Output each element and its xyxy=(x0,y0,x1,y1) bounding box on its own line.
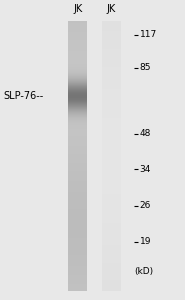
Text: JK: JK xyxy=(73,4,82,14)
Text: 117: 117 xyxy=(140,30,157,39)
Text: 34: 34 xyxy=(140,165,151,174)
Text: SLP-76--: SLP-76-- xyxy=(4,91,44,101)
Text: (kD): (kD) xyxy=(134,267,153,276)
Text: 19: 19 xyxy=(140,237,151,246)
Text: 85: 85 xyxy=(140,63,151,72)
Text: 48: 48 xyxy=(140,129,151,138)
Text: JK: JK xyxy=(106,4,116,14)
Text: 26: 26 xyxy=(140,201,151,210)
